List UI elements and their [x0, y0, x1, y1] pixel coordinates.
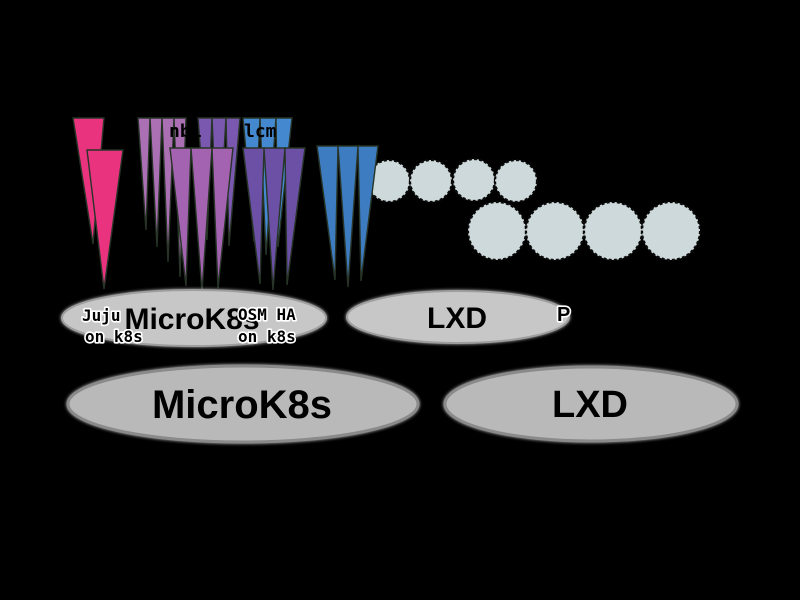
row1-left-note-line2: on k8s — [85, 327, 143, 346]
funnel-stripe — [169, 147, 192, 287]
row1-right-note-line2: on k8s — [238, 327, 296, 346]
funnel-label-lcm: lcm — [244, 121, 277, 142]
funnel-stripe — [86, 149, 124, 290]
large-circle — [582, 200, 644, 262]
violet-fan-front — [242, 147, 306, 291]
funnel-stripe — [149, 117, 163, 248]
row2-microk8s-ellipse — [66, 364, 420, 444]
row2-lxd-title: LXD — [552, 384, 628, 426]
blue-fan-front — [316, 145, 379, 288]
large-circle — [640, 200, 702, 262]
row1-right-note-line1: OSM HA — [238, 305, 296, 324]
row1-clipped-label-p: P — [557, 304, 570, 326]
funnel-stripe — [316, 145, 339, 281]
pink-funnel-front — [86, 149, 124, 290]
funnel-label-nbi: nbi — [169, 121, 202, 142]
small-circle — [408, 158, 454, 204]
row1-left-note-line1: Juju — [82, 306, 121, 325]
funnel-stripe — [242, 147, 265, 285]
row1-lxd-ellipse — [346, 290, 570, 344]
funnel-stripe — [211, 147, 234, 289]
large-circle — [524, 200, 586, 262]
small-circle — [493, 158, 539, 204]
funnel-stripe — [337, 145, 359, 288]
funnel-stripe — [284, 147, 306, 286]
funnel-stripe — [137, 117, 151, 231]
purple-fan-front — [169, 147, 234, 293]
small-circle — [451, 157, 497, 203]
row1-microk8s-title: MicroK8s — [124, 303, 259, 336]
funnel-stripe — [357, 145, 379, 282]
machine-circles — [366, 157, 702, 262]
funnel-stripe — [263, 147, 286, 291]
row2-lxd-ellipse — [443, 365, 739, 443]
row1-microk8s-ellipse — [61, 289, 327, 347]
funnel-stripe — [190, 147, 213, 293]
large-circle — [466, 200, 528, 262]
row1-lxd-title: LXD — [427, 302, 487, 335]
row2-microk8s-title: MicroK8s — [152, 383, 332, 427]
